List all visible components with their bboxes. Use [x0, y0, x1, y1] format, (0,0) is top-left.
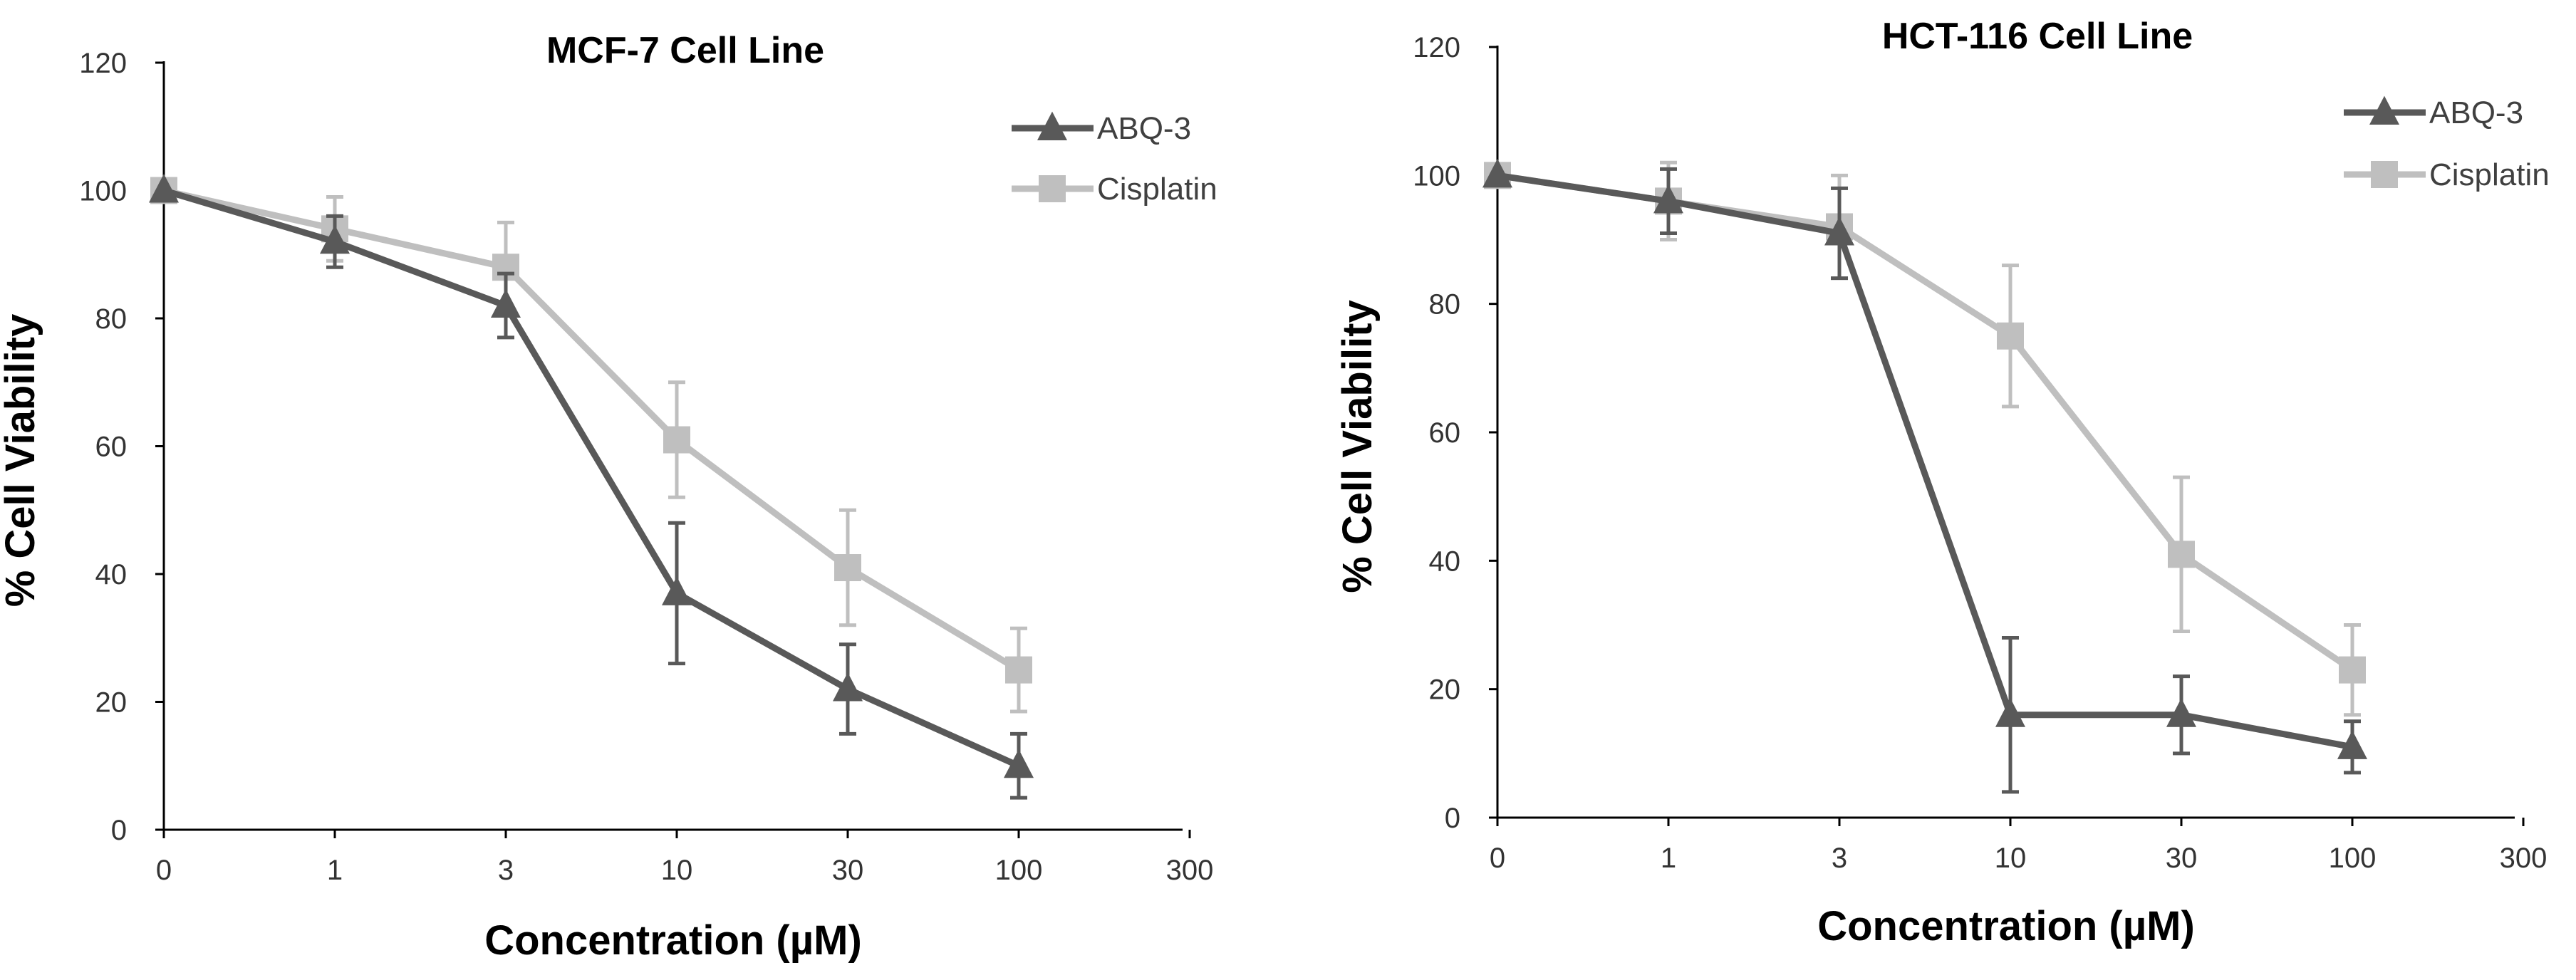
x-tick-label: 3: [498, 855, 514, 886]
series-line: [163, 187, 1021, 673]
x-tick-label: 30: [2166, 843, 2198, 874]
series-line: [1497, 172, 2354, 673]
x-tick-label: 300: [2500, 843, 2548, 874]
series-abq-3: [149, 174, 1034, 800]
data-point-marker: [1824, 217, 1854, 246]
legend-label: Cisplatin: [1097, 172, 1217, 207]
data-point-marker: [663, 426, 690, 454]
mcf7-chart-panel: MCF-7 Cell Line 0 20 40 60 80 100 120 0 1 3 10 30 100…: [0, 30, 1217, 964]
x-tick-label: 10: [661, 855, 693, 886]
x-tick-label: 3: [1832, 843, 1847, 874]
data-point-marker: [1482, 158, 1512, 188]
chart-title: HCT-116 Cell Line: [1882, 16, 2193, 57]
y-tick-label: 0: [1445, 803, 1460, 834]
legend-marker: [1039, 175, 1066, 202]
data-point-marker: [1995, 698, 2025, 727]
y-tick-label: 120: [1413, 32, 1460, 63]
series-abq-3: [1482, 158, 2367, 794]
legend: ABQ-3 Cisplatin: [2344, 95, 2550, 192]
data-point-marker: [320, 224, 350, 254]
series-line: [1497, 172, 2353, 751]
legend-marker: [2369, 95, 2399, 125]
y-tick-label: 40: [95, 559, 128, 590]
chart-title: MCF-7 Cell Line: [546, 30, 824, 71]
y-axis-title: % Cell Viability: [1334, 300, 1381, 593]
x-tick-label: 100: [995, 855, 1043, 886]
series-line: [162, 187, 1020, 769]
x-tick-label: 1: [327, 855, 343, 886]
data-point-marker: [1997, 322, 2024, 350]
y-tick-label: 100: [1413, 160, 1460, 192]
data-point-marker: [491, 288, 521, 318]
legend: ABQ-3 Cisplatin: [1012, 111, 1217, 207]
x-tick-label: 100: [2329, 843, 2377, 874]
data-point-marker: [1005, 656, 1032, 684]
data-point-marker: [2166, 698, 2196, 727]
x-axis-title: Concentration (µM): [1817, 903, 2195, 949]
y-tick-label: 80: [1429, 289, 1461, 320]
data-point-marker: [2168, 541, 2195, 568]
legend-marker: [2371, 161, 2398, 188]
y-tick-label: 80: [95, 303, 128, 335]
x-tick-label: 30: [832, 855, 864, 886]
hct116-chart-panel: HCT-116 Cell Line 0 20 40 60 80 100 120 0 1 3 10 30 1…: [1334, 16, 2550, 949]
y-tick-label: 120: [79, 48, 127, 79]
y-tick-label: 100: [79, 176, 127, 207]
y-tick-label: 60: [1429, 417, 1461, 449]
x-axis-title: Concentration (µM): [484, 917, 862, 964]
x-tick-label: 0: [1490, 843, 1505, 874]
data-point-marker: [662, 576, 692, 605]
x-tick-label: 10: [1995, 843, 2027, 874]
data-point-marker: [1653, 184, 1683, 214]
data-point-marker: [2339, 656, 2366, 684]
legend-label: Cisplatin: [2429, 157, 2550, 192]
data-point-marker: [834, 554, 861, 582]
y-axis-title: % Cell Viability: [0, 314, 43, 608]
x-tick-label: 0: [156, 855, 172, 886]
y-tick-label: 60: [95, 432, 128, 463]
legend-label: ABQ-3: [2429, 95, 2523, 130]
legend-marker: [1037, 111, 1067, 141]
y-tick-label: 20: [95, 687, 128, 719]
y-tick-label: 40: [1429, 546, 1461, 577]
legend-label: ABQ-3: [1097, 111, 1191, 146]
x-tick-label: 1: [1661, 843, 1676, 874]
y-tick-label: 0: [111, 815, 127, 846]
data-point-marker: [2337, 730, 2367, 759]
y-tick-label: 20: [1429, 674, 1461, 706]
data-point-marker: [1004, 749, 1034, 778]
x-tick-label: 300: [1166, 855, 1214, 886]
data-point-marker: [149, 174, 179, 203]
series-cisplatin: [150, 177, 1032, 714]
series-cisplatin: [1484, 160, 2366, 717]
data-point-marker: [833, 672, 863, 702]
